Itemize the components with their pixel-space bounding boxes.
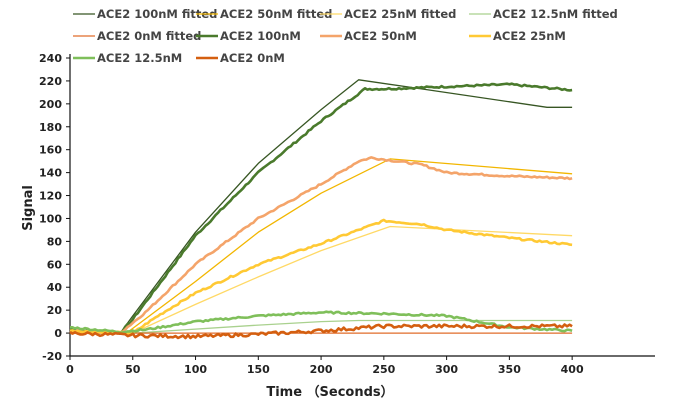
y-tick-label: 80 (47, 235, 63, 248)
y-tick-label: 180 (39, 121, 62, 134)
y-tick-label: 220 (39, 75, 62, 88)
x-tick-label: 150 (247, 363, 270, 376)
series-line (69, 323, 573, 340)
y-tick-label: 60 (47, 258, 63, 271)
legend-label: ACE2 12.5nM fitted (493, 7, 618, 21)
legend-label: ACE2 25nM (493, 29, 566, 43)
y-tick-label: 0 (54, 327, 62, 340)
series-line (69, 156, 573, 335)
legend-label: ACE2 100nM (220, 29, 301, 43)
x-tick-label: 0 (66, 363, 74, 376)
legend-label: ACE2 50nM (344, 29, 417, 43)
y-tick-label: 20 (47, 304, 63, 317)
y-tick-label: 160 (39, 144, 62, 157)
x-tick-label: 100 (184, 363, 207, 376)
series-line (70, 310, 573, 334)
series-line (69, 79, 573, 334)
y-tick-label: 140 (39, 167, 62, 180)
series-line (70, 82, 573, 336)
axes: -20 0 20 40 60 80 100 120 140 160 180 200 220 240 0 50 1… (39, 52, 655, 376)
legend-label: ACE2 0nM (220, 51, 285, 65)
series-line (69, 225, 573, 334)
x-tick-label: 350 (498, 363, 521, 376)
y-tick-label: 100 (39, 212, 62, 225)
x-tick-label: 200 (310, 363, 333, 376)
y-tick-label: -20 (42, 350, 62, 363)
y-axis-label: Signal (21, 185, 36, 231)
series-lines (69, 79, 573, 340)
x-axis-label: Time （Seconds） (266, 384, 393, 400)
legend-label: ACE2 25nM fitted (344, 7, 456, 21)
x-tick-label: 400 (561, 363, 584, 376)
y-tick-label: 120 (39, 190, 62, 203)
x-tick-label: 50 (125, 363, 141, 376)
legend-label: ACE2 12.5nM (97, 51, 182, 65)
legend: ACE2 100nM fitted ACE2 50nM fitted ACE2 25… (73, 7, 618, 65)
series-line (69, 218, 573, 335)
legend-label: ACE2 50nM fitted (220, 7, 332, 21)
legend-label: ACE2 0nM fitted (97, 29, 201, 43)
y-tick-label: 200 (39, 98, 62, 111)
x-tick-label: 250 (372, 363, 395, 376)
x-tick-label: 300 (435, 363, 458, 376)
legend-label: ACE2 100nM fitted (97, 7, 217, 21)
y-tick-label: 40 (47, 281, 63, 294)
y-tick-label: 240 (39, 52, 62, 65)
